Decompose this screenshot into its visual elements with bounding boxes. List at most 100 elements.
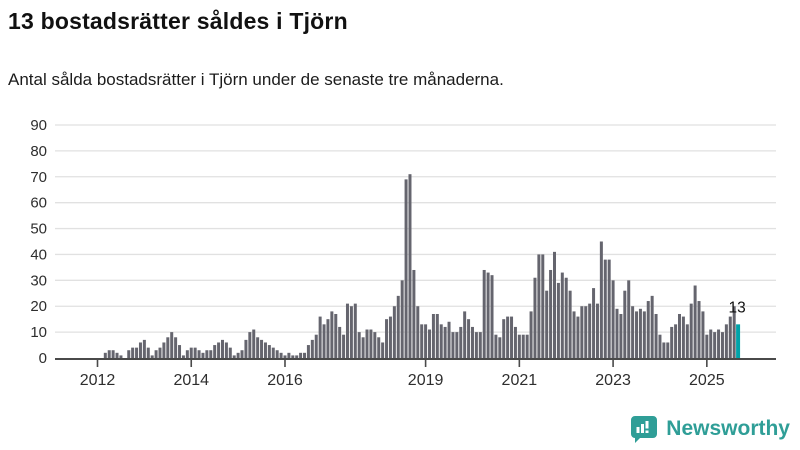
bar <box>373 332 377 358</box>
bar <box>447 321 451 358</box>
bar <box>287 352 291 358</box>
bar <box>654 313 658 358</box>
bar <box>459 326 463 358</box>
bar <box>623 290 627 358</box>
bar <box>595 303 599 358</box>
bar <box>416 306 420 358</box>
bar <box>224 342 228 358</box>
bar <box>232 355 236 358</box>
bar <box>455 332 459 358</box>
bar <box>439 324 443 358</box>
bar <box>553 251 556 358</box>
bar <box>482 269 486 358</box>
bar <box>392 306 396 358</box>
bar <box>158 347 162 358</box>
bar <box>217 342 221 358</box>
bar <box>338 326 342 358</box>
bar <box>435 313 439 358</box>
bar <box>267 345 271 358</box>
bar <box>650 295 654 358</box>
bar <box>252 329 256 358</box>
bar <box>584 306 588 358</box>
bar-chart-svg: 0 10 20 30 40 50 60 70 80 90 2012 2014 2016 2019 2021 2… <box>30 117 776 389</box>
bar <box>396 295 400 358</box>
bar <box>318 316 322 358</box>
bar <box>271 347 275 358</box>
bar <box>263 342 267 358</box>
bar <box>494 334 498 358</box>
bar <box>615 308 619 358</box>
bar <box>408 174 412 358</box>
bar <box>642 311 646 358</box>
bar-highlight-latest <box>736 324 741 358</box>
bar <box>474 332 478 358</box>
bar <box>533 277 537 358</box>
bar <box>728 316 732 358</box>
bar <box>361 337 365 358</box>
newsworthy-brand-link[interactable]: Newsworthy <box>629 413 790 445</box>
bar <box>310 339 314 358</box>
bar <box>400 280 404 358</box>
bar <box>576 316 580 358</box>
bar <box>283 355 287 358</box>
x-tick-label-2016: 2016 <box>267 372 303 389</box>
logo-bar-1 <box>636 427 640 433</box>
bar <box>357 332 361 358</box>
bar <box>572 311 576 358</box>
logo-bar-2 <box>641 424 645 433</box>
bar <box>424 324 428 358</box>
brand-name: Newsworthy <box>666 417 790 440</box>
bar <box>189 347 193 358</box>
logo-exclamation-bar <box>645 421 649 429</box>
bar <box>717 329 721 358</box>
bar <box>467 319 471 358</box>
chart-title: 13 bostadsrätter såldes i Tjörn <box>8 8 348 34</box>
bar <box>135 347 139 358</box>
bar <box>490 275 494 358</box>
bar <box>662 342 666 358</box>
bar <box>345 303 349 358</box>
bar <box>580 306 584 358</box>
y-tick-label-10: 10 <box>30 324 47 341</box>
bar <box>486 272 490 358</box>
bar <box>213 345 217 358</box>
bar <box>541 254 545 358</box>
bar <box>236 352 240 358</box>
bar <box>146 347 150 358</box>
bar <box>560 272 564 358</box>
bar <box>506 316 510 358</box>
bar <box>529 311 533 358</box>
bar <box>513 326 517 358</box>
bar <box>299 352 303 358</box>
bar <box>677 313 681 358</box>
bar <box>228 347 232 358</box>
bar <box>342 334 346 358</box>
bar <box>709 329 713 358</box>
bar <box>103 352 107 358</box>
bar <box>588 303 592 358</box>
bar <box>420 324 424 358</box>
bar <box>525 334 529 358</box>
bar <box>115 352 119 358</box>
y-tick-label-20: 20 <box>30 298 47 315</box>
y-tick-label-30: 30 <box>30 272 47 289</box>
bar <box>330 311 334 358</box>
bar <box>377 337 381 358</box>
bar <box>635 311 639 358</box>
bar <box>353 303 357 358</box>
bar <box>599 241 603 358</box>
bar <box>592 288 596 358</box>
bar <box>681 316 685 358</box>
bar <box>181 355 185 358</box>
bar <box>275 350 279 358</box>
logo-exclamation-dot <box>645 430 649 433</box>
bar <box>326 319 330 358</box>
bar <box>256 337 260 358</box>
bar <box>705 334 709 358</box>
bar <box>127 350 131 358</box>
x-tick-label-2012: 2012 <box>80 372 116 389</box>
bar <box>162 342 166 358</box>
bar <box>142 339 146 358</box>
bar <box>510 316 514 358</box>
bar <box>658 334 662 358</box>
